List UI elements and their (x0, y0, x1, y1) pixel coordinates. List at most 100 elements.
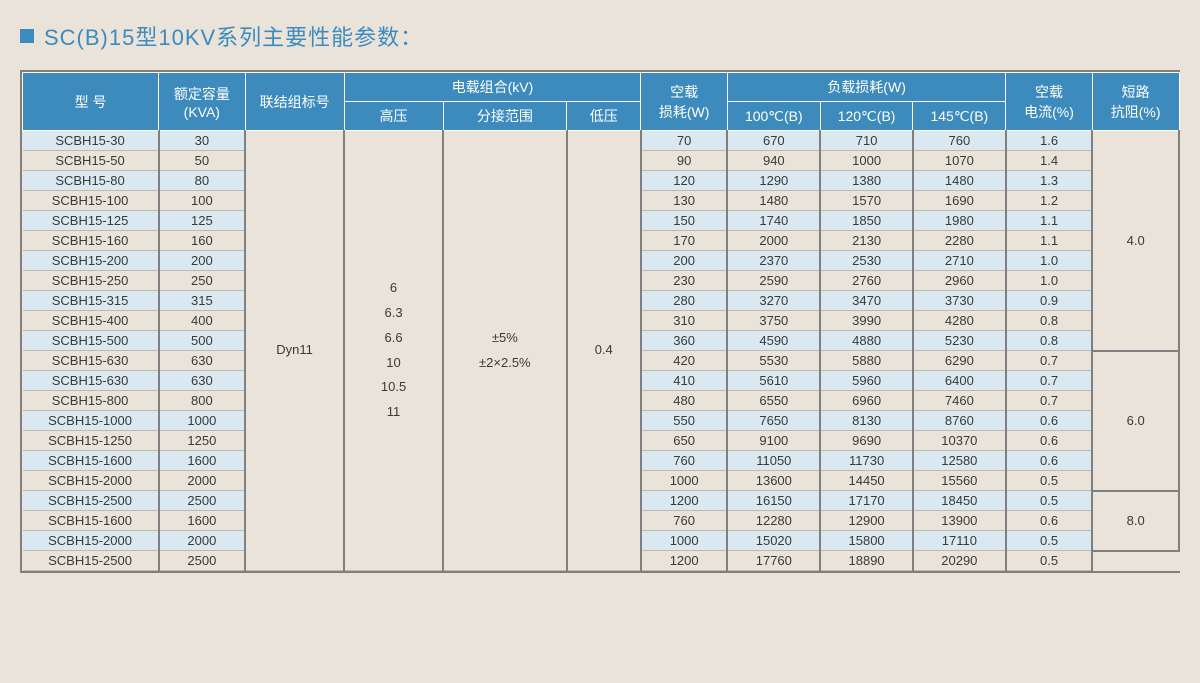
cell-cur: 1.1 (1006, 231, 1093, 251)
cell-l145: 6400 (913, 371, 1006, 391)
cell-l145: 2960 (913, 271, 1006, 291)
cell-cur: 0.5 (1006, 531, 1093, 551)
cell-l120: 9690 (820, 431, 913, 451)
cell-model: SCBH15-250 (23, 271, 159, 291)
table-row: SCBH15-3030Dyn1166.36.61010.511±5%±2×2.5… (23, 131, 1180, 151)
cell-l145: 7460 (913, 391, 1006, 411)
cell-noload: 70 (641, 131, 728, 151)
cell-l100: 13600 (727, 471, 820, 491)
th-hv: 高压 (344, 102, 443, 131)
cell-l120: 6960 (820, 391, 913, 411)
cell-l145: 1480 (913, 171, 1006, 191)
cell-model: SCBH15-160 (23, 231, 159, 251)
th-l145: 145℃(B) (913, 102, 1006, 131)
page-title: SC(B)15型10KV系列主要性能参数： (44, 20, 423, 52)
cell-l100: 3750 (727, 311, 820, 331)
cell-noload: 90 (641, 151, 728, 171)
cell-l100: 1480 (727, 191, 820, 211)
cell-model: SCBH15-315 (23, 291, 159, 311)
cell-l120: 12900 (820, 511, 913, 531)
cell-model: SCBH15-630 (23, 371, 159, 391)
cell-kva: 1600 (159, 511, 246, 531)
cell-l100: 11050 (727, 451, 820, 471)
cell-noload: 420 (641, 351, 728, 371)
cell-kva: 500 (159, 331, 246, 351)
cell-kva: 2000 (159, 471, 246, 491)
cell-l145: 1070 (913, 151, 1006, 171)
cell-model: SCBH15-30 (23, 131, 159, 151)
th-tap: 分接范围 (443, 102, 567, 131)
cell-kva: 30 (159, 131, 246, 151)
cell-l100: 670 (727, 131, 820, 151)
cell-model: SCBH15-2500 (23, 491, 159, 511)
th-kva: 额定容量(KVA) (159, 73, 246, 131)
cell-l145: 18450 (913, 491, 1006, 511)
cell-l120: 2130 (820, 231, 913, 251)
cell-model: SCBH15-100 (23, 191, 159, 211)
cell-l120: 4880 (820, 331, 913, 351)
cell-l100: 6550 (727, 391, 820, 411)
cell-noload: 280 (641, 291, 728, 311)
cell-noload: 150 (641, 211, 728, 231)
cell-noload: 650 (641, 431, 728, 451)
cell-noload: 1000 (641, 471, 728, 491)
cell-l120: 3470 (820, 291, 913, 311)
cell-noload: 230 (641, 271, 728, 291)
cell-model: SCBH15-1250 (23, 431, 159, 451)
cell-l120: 3990 (820, 311, 913, 331)
cell-model: SCBH15-1000 (23, 411, 159, 431)
cell-cur: 1.4 (1006, 151, 1093, 171)
cell-l145: 3730 (913, 291, 1006, 311)
cell-cur: 0.5 (1006, 471, 1093, 491)
cell-l145: 20290 (913, 551, 1006, 571)
cell-l120: 1000 (820, 151, 913, 171)
cell-kva: 80 (159, 171, 246, 191)
cell-kva: 100 (159, 191, 246, 211)
cell-l120: 1570 (820, 191, 913, 211)
cell-l100: 3270 (727, 291, 820, 311)
cell-model: SCBH15-400 (23, 311, 159, 331)
cell-noload: 760 (641, 451, 728, 471)
cell-model: SCBH15-500 (23, 331, 159, 351)
cell-cur: 0.5 (1006, 551, 1093, 571)
cell-noload: 1200 (641, 551, 728, 571)
cell-l145: 5230 (913, 331, 1006, 351)
cell-noload: 170 (641, 231, 728, 251)
cell-l100: 17760 (727, 551, 820, 571)
page-title-row: SC(B)15型10KV系列主要性能参数： (20, 20, 1180, 52)
cell-l145: 1690 (913, 191, 1006, 211)
cell-kva: 800 (159, 391, 246, 411)
cell-kva: 160 (159, 231, 246, 251)
cell-l120: 11730 (820, 451, 913, 471)
cell-kva: 200 (159, 251, 246, 271)
cell-l145: 10370 (913, 431, 1006, 451)
cell-l120: 15800 (820, 531, 913, 551)
cell-cur: 1.1 (1006, 211, 1093, 231)
cell-cur: 1.0 (1006, 271, 1093, 291)
cell-kva: 1250 (159, 431, 246, 451)
cell-cur: 1.6 (1006, 131, 1093, 151)
cell-noload: 760 (641, 511, 728, 531)
cell-l100: 16150 (727, 491, 820, 511)
cell-l120: 710 (820, 131, 913, 151)
cell-kva: 2500 (159, 491, 246, 511)
cell-model: SCBH15-800 (23, 391, 159, 411)
cell-l145: 2280 (913, 231, 1006, 251)
cell-model: SCBH15-1600 (23, 511, 159, 531)
cell-cur: 1.3 (1006, 171, 1093, 191)
cell-l120: 2760 (820, 271, 913, 291)
cell-l100: 2590 (727, 271, 820, 291)
cell-noload: 410 (641, 371, 728, 391)
cell-lv: 0.4 (567, 131, 641, 571)
cell-l100: 1740 (727, 211, 820, 231)
cell-conn: Dyn11 (245, 131, 344, 571)
cell-cur: 0.6 (1006, 411, 1093, 431)
cell-hv: 66.36.61010.511 (344, 131, 443, 571)
cell-model: SCBH15-2000 (23, 471, 159, 491)
title-bullet-icon (20, 29, 34, 43)
cell-noload: 1000 (641, 531, 728, 551)
cell-noload: 130 (641, 191, 728, 211)
cell-kva: 400 (159, 311, 246, 331)
cell-noload: 550 (641, 411, 728, 431)
th-l120: 120℃(B) (820, 102, 913, 131)
